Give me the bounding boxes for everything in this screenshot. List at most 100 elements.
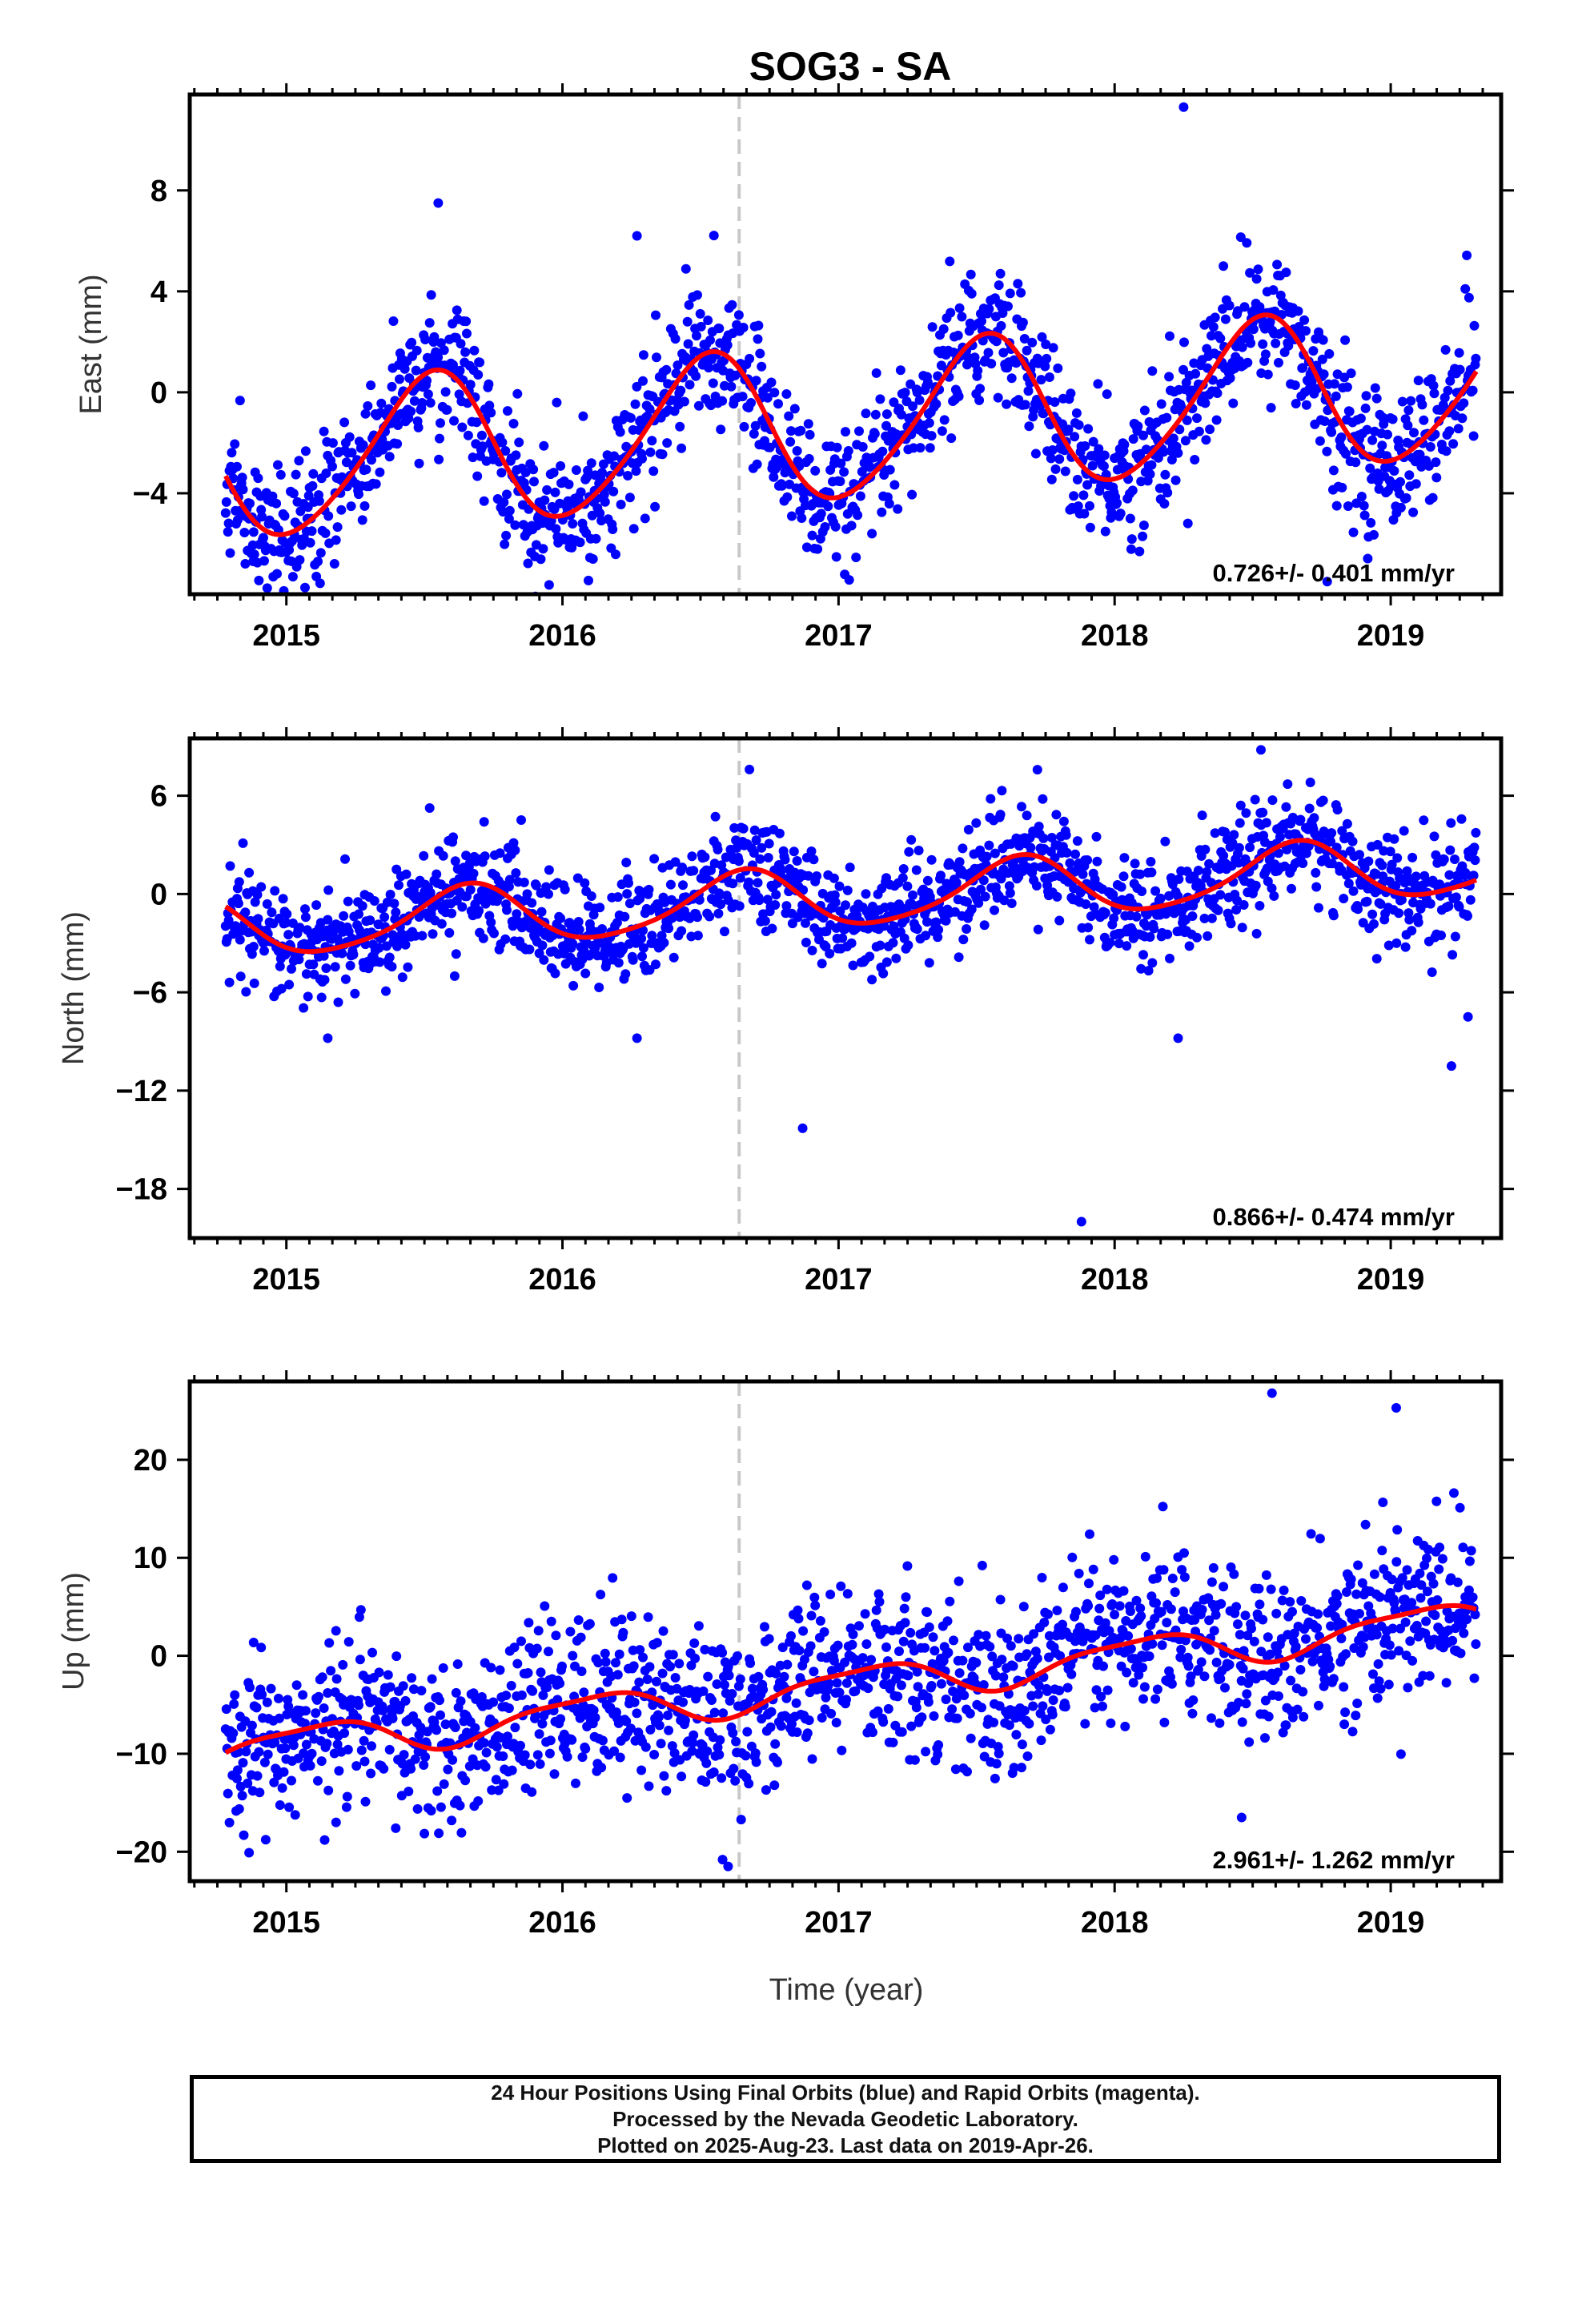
data-point [1407, 926, 1417, 936]
data-point [536, 554, 546, 565]
data-point [1200, 844, 1211, 854]
data-point [751, 835, 761, 846]
data-point [387, 1713, 398, 1723]
data-point [1375, 899, 1386, 909]
data-point [424, 803, 435, 813]
data-point [829, 1655, 839, 1666]
data-point [1411, 1620, 1422, 1630]
data-point [807, 530, 817, 541]
data-point [801, 542, 812, 553]
data-point [867, 975, 877, 985]
data-point [237, 472, 247, 483]
data-point [1100, 1618, 1110, 1628]
data-point [796, 425, 806, 436]
data-point [340, 974, 351, 984]
data-point [374, 943, 384, 953]
data-point [323, 915, 333, 925]
data-point [1045, 1724, 1055, 1735]
data-point [1118, 1586, 1129, 1596]
data-point [523, 558, 533, 569]
data-point [1445, 376, 1456, 386]
data-point [1395, 476, 1405, 487]
data-point [920, 1642, 930, 1653]
data-point [983, 348, 994, 358]
data-point [962, 924, 972, 934]
data-point [595, 903, 605, 913]
data-point [571, 1778, 580, 1788]
data-point [966, 269, 976, 279]
data-point [327, 438, 338, 448]
data-point [336, 505, 347, 515]
data-point [963, 1642, 973, 1653]
data-point [525, 923, 536, 933]
data-point [746, 398, 756, 408]
data-point [1174, 424, 1185, 435]
data-point [346, 501, 356, 512]
data-point [1332, 805, 1343, 815]
data-point [475, 357, 485, 368]
data-point [1215, 333, 1226, 344]
data-point [1046, 453, 1056, 464]
data-point [1254, 1583, 1264, 1594]
data-point [1429, 388, 1439, 399]
data-point [350, 988, 360, 999]
data-point [381, 986, 391, 996]
data-point [880, 1624, 890, 1634]
data-point [1377, 440, 1387, 451]
data-point [1454, 902, 1464, 912]
data-point [995, 1594, 1006, 1605]
data-point [1378, 871, 1388, 882]
data-point [393, 420, 404, 430]
data-point [1279, 1661, 1290, 1671]
data-point [388, 316, 399, 326]
data-point [1106, 1718, 1116, 1728]
data-point [824, 1679, 834, 1689]
data-point [928, 1632, 938, 1642]
data-point [283, 930, 294, 940]
data-point [1215, 1674, 1226, 1684]
data-point [576, 1667, 587, 1676]
data-point [963, 825, 974, 834]
data-point [978, 875, 989, 886]
data-point [1396, 895, 1407, 905]
data-point [836, 1581, 846, 1591]
data-point [1413, 917, 1423, 927]
data-point [830, 521, 841, 532]
data-point [1438, 400, 1448, 410]
data-point [524, 1618, 534, 1628]
data-point [301, 969, 311, 979]
data-point [1038, 833, 1049, 843]
data-point [356, 1745, 367, 1755]
data-point [1193, 1664, 1203, 1675]
data-point [455, 365, 465, 376]
data-point [777, 1642, 788, 1653]
data-point [1249, 1636, 1259, 1647]
data-point [1234, 1698, 1243, 1707]
data-point [906, 1721, 917, 1731]
data-point [1247, 1623, 1256, 1634]
data-point [1409, 428, 1419, 438]
data-point [319, 1703, 329, 1713]
data-point [247, 1720, 257, 1731]
data-point [1402, 1565, 1412, 1575]
data-point [1235, 232, 1246, 243]
data-point [884, 499, 894, 509]
data-point [846, 521, 857, 531]
x-tick-label: 2016 [528, 619, 596, 653]
data-point [1228, 398, 1239, 408]
data-point [461, 316, 472, 327]
data-point [279, 1767, 289, 1777]
data-point [661, 1786, 672, 1796]
data-point [247, 949, 257, 959]
data-point [1251, 274, 1262, 284]
data-point [1063, 424, 1074, 435]
data-point [1204, 858, 1215, 869]
data-point [630, 399, 640, 409]
data-point [652, 352, 661, 363]
data-point [863, 1683, 873, 1694]
data-point [1090, 1703, 1100, 1713]
data-point [1332, 1591, 1343, 1601]
data-point [1126, 534, 1137, 545]
data-point [801, 937, 811, 947]
data-point [235, 396, 245, 406]
